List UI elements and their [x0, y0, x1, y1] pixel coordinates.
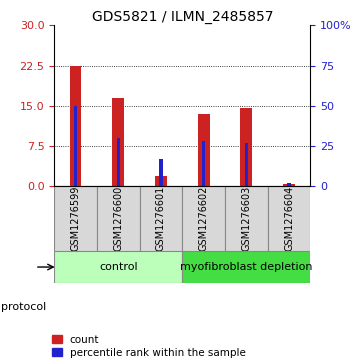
Bar [97, 187, 140, 251]
Text: control: control [99, 262, 138, 272]
Text: protocol: protocol [1, 302, 46, 312]
Bar [240, 107, 252, 187]
Text: GSM1276603: GSM1276603 [242, 186, 251, 251]
Bar [287, 183, 291, 187]
Text: GSM1276600: GSM1276600 [113, 186, 123, 251]
Bar [54, 251, 182, 283]
Bar [155, 176, 167, 187]
Bar [182, 251, 310, 283]
Title: GDS5821 / ILMN_2485857: GDS5821 / ILMN_2485857 [92, 11, 273, 24]
Bar [202, 141, 205, 187]
Text: GSM1276599: GSM1276599 [70, 186, 81, 252]
Text: GSM1276601: GSM1276601 [156, 186, 166, 251]
Bar [70, 66, 82, 187]
Bar [245, 143, 248, 187]
Bar [54, 187, 97, 251]
Text: GSM1276604: GSM1276604 [284, 186, 294, 251]
Bar [182, 187, 225, 251]
Bar [283, 184, 295, 187]
Text: myofibroblast depletion: myofibroblast depletion [180, 262, 313, 272]
Text: GSM1276602: GSM1276602 [199, 186, 209, 252]
Bar [225, 187, 268, 251]
Bar [74, 106, 77, 187]
Bar [112, 98, 124, 187]
Bar [140, 187, 182, 251]
Bar [268, 187, 310, 251]
Bar [159, 159, 163, 187]
Legend: count, percentile rank within the sample: count, percentile rank within the sample [52, 335, 246, 358]
Bar [117, 138, 120, 187]
Bar [198, 114, 210, 187]
